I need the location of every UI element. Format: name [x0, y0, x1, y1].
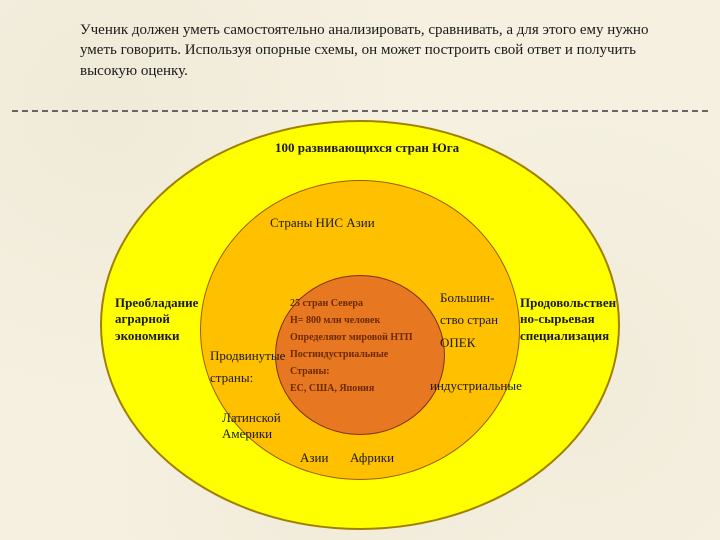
mid-latin-line1: Латинской: [222, 410, 281, 426]
mid-left-line1: Продвинутые: [210, 348, 285, 364]
middle-ring-asia-label: Азии: [300, 450, 328, 466]
inner-line4: Постиндустриальные: [290, 346, 430, 363]
intro-paragraph: Ученик должен уметь самостоятельно анали…: [80, 20, 680, 81]
middle-ring-latin-label: Латинской Америки: [222, 410, 281, 443]
left-outer-label-line1: Преобладание: [115, 295, 198, 311]
inner-line3: Определяют мировой НТП: [290, 329, 430, 346]
inner-line5: Страны:: [290, 363, 430, 380]
inner-line6: ЕС, США, Япония: [290, 380, 430, 397]
mid-latin-line2: Америки: [222, 426, 281, 442]
outer-ring-title: 100 развивающихся стран Юга: [275, 140, 459, 156]
middle-ring-industrial-label: индустриальные: [430, 378, 522, 394]
middle-ring-right-label: Большин- ство стран ОПЕК: [440, 290, 498, 351]
mid-left-line2: страны:: [210, 370, 285, 386]
right-outer-label-line3: специализация: [520, 328, 616, 344]
middle-ring-top-label: Страны НИС Азии: [270, 215, 375, 231]
mid-right-line2: ство стран: [440, 312, 498, 328]
inner-ring-text: 25 стран Севера Н= 800 млн человек Опред…: [290, 295, 430, 397]
right-outer-label-line2: но-сырьевая: [520, 311, 616, 327]
mid-right-line3: ОПЕК: [440, 335, 498, 351]
right-outer-label-line1: Продовольствен: [520, 295, 616, 311]
inner-line2: Н= 800 млн человек: [290, 312, 430, 329]
middle-ring-left-label: Продвинутые страны:: [210, 348, 285, 387]
horizontal-divider: [12, 110, 708, 112]
mid-right-line1: Большин-: [440, 290, 498, 306]
right-outer-label: Продовольствен но-сырьевая специализация: [520, 295, 616, 344]
inner-line1: 25 стран Севера: [290, 295, 430, 312]
left-outer-label-line2: аграрной: [115, 311, 198, 327]
left-outer-label-line3: экономики: [115, 328, 198, 344]
left-outer-label: Преобладание аграрной экономики: [115, 295, 198, 344]
middle-ring-africa-label: Африки: [350, 450, 394, 466]
